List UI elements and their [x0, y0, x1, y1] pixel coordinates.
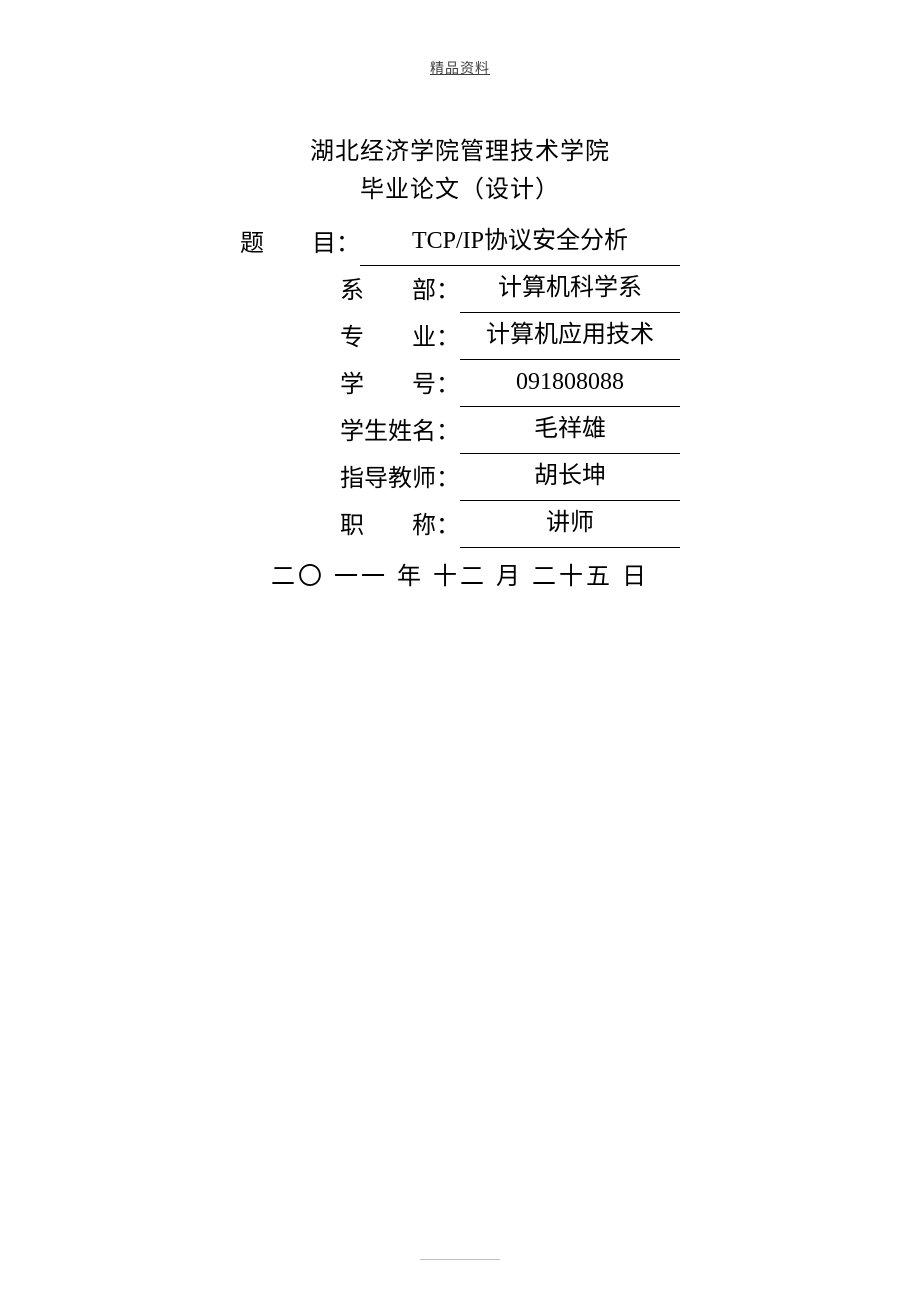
- institution-line-1: 湖北经济学院管理技术学院: [0, 133, 920, 171]
- institution-line-2: 毕业论文（设计）: [0, 171, 920, 209]
- major-value: 计算机应用技术: [460, 313, 680, 360]
- student-name-value: 毛祥雄: [460, 407, 680, 454]
- title-row: 题 目：TCP/IP协议安全分析: [240, 219, 680, 266]
- major-label: 专 业：: [340, 316, 460, 360]
- cover-content: 湖北经济学院管理技术学院 毕业论文（设计） 题 目：TCP/IP协议安全分析 系…: [0, 133, 920, 591]
- title-label: 题 目：: [240, 222, 360, 266]
- document-page: 精品资料 湖北经济学院管理技术学院 毕业论文（设计） 题 目：TCP/IP协议安…: [0, 0, 920, 1302]
- cover-form: 题 目：TCP/IP协议安全分析 系 部：计算机科学系 专 业：计算机应用技术 …: [240, 219, 680, 548]
- advisor-title-row: 职 称：讲师: [240, 501, 680, 548]
- advisor-title-label: 职 称：: [340, 504, 460, 548]
- date-line: 二〇 一一 年 十二 月 二十五 日: [0, 556, 920, 591]
- student-id-row: 学 号：091808088: [240, 360, 680, 407]
- student-name-row: 学生姓名：毛祥雄: [240, 407, 680, 454]
- department-row: 系 部：计算机科学系: [240, 266, 680, 313]
- header-tag: 精品资料: [0, 58, 920, 78]
- major-row: 专 业：计算机应用技术: [240, 313, 680, 360]
- advisor-row: 指导教师：胡长坤: [240, 454, 680, 501]
- student-name-label: 学生姓名：: [340, 410, 460, 454]
- advisor-value: 胡长坤: [460, 454, 680, 501]
- student-id-label: 学 号：: [340, 363, 460, 407]
- department-label: 系 部：: [340, 269, 460, 313]
- title-value: TCP/IP协议安全分析: [360, 219, 680, 266]
- department-value: 计算机科学系: [460, 266, 680, 313]
- footer-dots: ........................................: [0, 1253, 920, 1262]
- advisor-label: 指导教师：: [340, 457, 460, 501]
- advisor-title-value: 讲师: [460, 501, 680, 548]
- student-id-value: 091808088: [460, 360, 680, 407]
